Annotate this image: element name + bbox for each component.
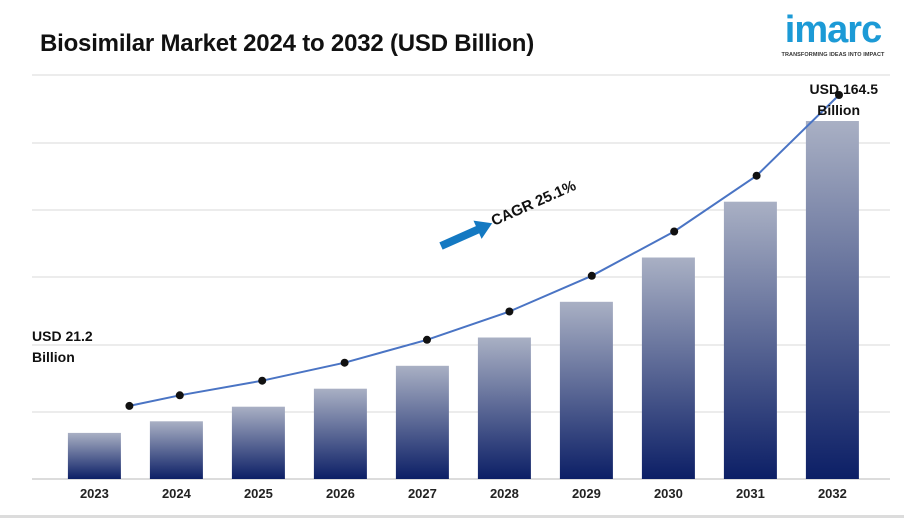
chart-title: Biosimilar Market 2024 to 2032 (USD Bill… xyxy=(40,30,535,57)
x-tick-label-2028: 2028 xyxy=(490,486,519,501)
trend-point-2030 xyxy=(670,227,679,236)
start-value-label: USD 21.2 xyxy=(32,328,93,344)
x-tick-labels: 2023 2024 2025 2026 2027 2028 2029 2030 2031 2032 xyxy=(80,486,847,501)
bar-2028 xyxy=(477,337,531,479)
bar-2029 xyxy=(559,301,613,479)
bar-2027 xyxy=(395,365,449,479)
trend-point-2025 xyxy=(258,376,267,385)
end-value-label: USD 164.5 xyxy=(810,81,879,97)
trend-line xyxy=(129,94,840,407)
logo-tagline: TRANSFORMING IDEAS INTO IMPACT xyxy=(781,52,885,58)
end-unit-label: Billion xyxy=(817,102,860,118)
x-tick-label-2025: 2025 xyxy=(244,486,273,501)
x-tick-label-2027: 2027 xyxy=(408,486,437,501)
bar-2025 xyxy=(231,406,285,479)
trend-point-2023 xyxy=(125,401,134,410)
trend-point-2028 xyxy=(505,307,514,316)
bar-2024 xyxy=(149,421,203,479)
bar-2023 xyxy=(67,432,121,479)
trend-point-2032 xyxy=(835,91,843,99)
trend-point-2024 xyxy=(175,391,184,400)
x-tick-label-2029: 2029 xyxy=(572,486,601,501)
imarc-logo: imarc TRANSFORMING IDEAS INTO IMPACT xyxy=(774,8,892,64)
cagr-arrow-shape xyxy=(439,220,493,250)
bar-2031 xyxy=(723,201,777,479)
trend-point-2029 xyxy=(587,271,596,280)
bar-2026 xyxy=(313,388,367,479)
trend-point-2027 xyxy=(423,335,431,344)
cagr-label: CAGR 25.1% xyxy=(489,177,579,229)
x-tick-label-2024: 2024 xyxy=(162,486,192,501)
x-tick-label-2030: 2030 xyxy=(654,486,683,501)
x-tick-label-2023: 2023 xyxy=(80,486,109,501)
trend-point-2026 xyxy=(340,358,349,367)
logo-wordmark: imarc xyxy=(784,9,882,51)
bar-2030 xyxy=(641,257,695,479)
bar-2032 xyxy=(805,121,859,479)
trend-point-2031 xyxy=(752,171,761,180)
x-tick-label-2031: 2031 xyxy=(736,486,765,501)
trend-line-layer xyxy=(125,91,843,410)
start-unit-label: Billion xyxy=(32,349,75,365)
x-tick-label-2026: 2026 xyxy=(326,486,355,501)
bars xyxy=(67,121,859,479)
x-tick-label-2032: 2032 xyxy=(818,486,847,501)
bottom-divider xyxy=(0,515,904,518)
cagr-arrow-icon xyxy=(439,220,493,250)
